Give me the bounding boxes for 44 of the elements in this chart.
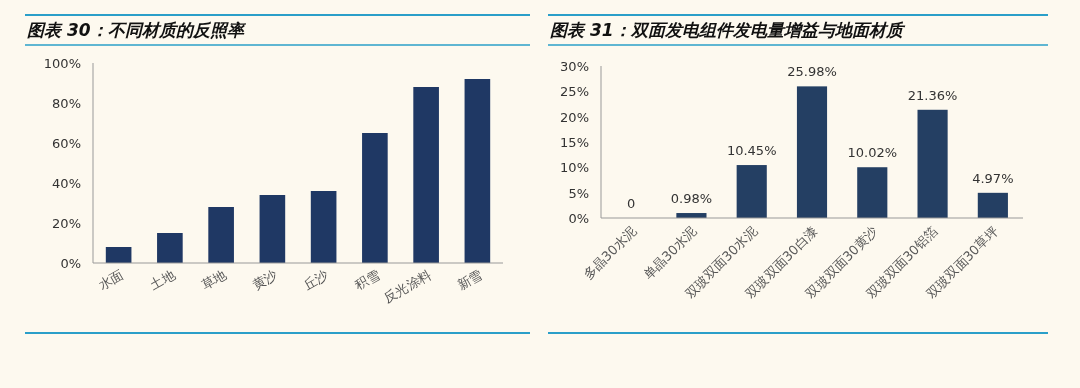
chart-title: 图表 31：双面发电组件发电量增益与地面材质 <box>550 20 906 40</box>
bar <box>857 167 888 218</box>
bar <box>464 79 491 263</box>
data-label: 25.98% <box>787 64 837 80</box>
bar <box>310 191 337 263</box>
bar <box>413 87 439 263</box>
bar <box>736 165 767 218</box>
y-tick-label: 20% <box>52 216 81 231</box>
y-tick-label: 25% <box>560 84 589 100</box>
data-label: 0.98% <box>670 191 713 207</box>
bar <box>259 195 286 263</box>
x-tick-label: 黄沙 <box>249 266 280 293</box>
chart-title: 图表 30：不同材质的反照率 <box>27 20 246 40</box>
x-tick-label: 土地 <box>147 266 178 293</box>
data-label: 10.02% <box>847 145 898 161</box>
bar <box>796 86 828 218</box>
bar <box>157 233 183 263</box>
data-label: 0 <box>627 196 636 211</box>
bar <box>105 247 132 263</box>
x-tick-label: 丘沙 <box>301 266 332 293</box>
y-tick-label: 0% <box>568 211 589 226</box>
bar <box>208 207 234 263</box>
x-tick-label: 积雪 <box>352 266 383 293</box>
data-label: 4.97% <box>972 170 1014 186</box>
x-tick-label: 新雪 <box>454 266 485 293</box>
bar <box>977 192 1008 218</box>
y-tick-label: 0% <box>60 256 81 271</box>
y-tick-label: 80% <box>52 96 81 111</box>
data-label: 10.45% <box>726 143 777 159</box>
x-tick-label: 草地 <box>198 266 229 293</box>
y-tick-label: 20% <box>560 109 589 125</box>
bar <box>917 109 948 218</box>
y-tick-label: 30% <box>560 59 589 74</box>
y-tick-label: 15% <box>560 135 589 150</box>
x-tick-label: 水面 <box>96 266 127 293</box>
data-label: 21.36% <box>907 87 958 103</box>
bar <box>362 133 388 263</box>
y-tick-label: 60% <box>52 136 81 151</box>
x-tick-label: 多晶30水泥 <box>580 223 640 283</box>
y-tick-label: 40% <box>52 176 81 191</box>
y-tick-label: 10% <box>560 160 589 176</box>
y-tick-label: 100% <box>43 56 81 71</box>
y-tick-label: 5% <box>568 185 589 201</box>
x-tick-label: 反光涂料 <box>381 266 434 306</box>
